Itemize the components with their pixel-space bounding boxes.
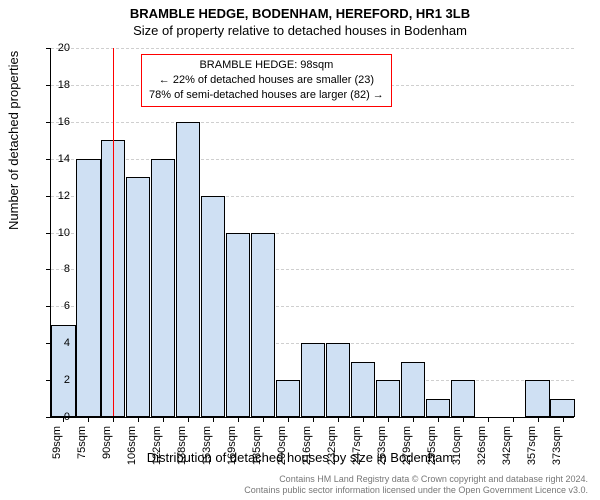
ytick-label: 12 bbox=[46, 190, 70, 202]
histogram-bar bbox=[401, 362, 425, 417]
xtick-mark bbox=[313, 417, 314, 422]
ytick-label: 16 bbox=[46, 116, 70, 128]
histogram-bar bbox=[276, 380, 300, 417]
histogram-bar bbox=[226, 233, 250, 418]
plot-area: 59sqm75sqm90sqm106sqm122sqm138sqm153sqm1… bbox=[50, 48, 574, 418]
gridline bbox=[51, 122, 574, 123]
annotation-line-3: 78% of semi-detached houses are larger (… bbox=[149, 88, 384, 103]
annotation-line-2: ← 22% of detached houses are smaller (23… bbox=[149, 73, 384, 88]
histogram-bar bbox=[326, 343, 350, 417]
xtick-mark bbox=[238, 417, 239, 422]
histogram-bar bbox=[525, 380, 549, 417]
ytick-label: 10 bbox=[46, 227, 70, 239]
xtick-mark bbox=[413, 417, 414, 422]
xtick-mark bbox=[113, 417, 114, 422]
histogram-bar bbox=[201, 196, 225, 417]
ytick-label: 18 bbox=[46, 79, 70, 91]
y-axis-label: Number of detached properties bbox=[6, 51, 21, 230]
ytick-label: 0 bbox=[46, 411, 70, 423]
ytick-label: 2 bbox=[46, 374, 70, 386]
annotation-box: BRAMBLE HEDGE: 98sqm← 22% of detached ho… bbox=[141, 54, 392, 107]
xtick-mark bbox=[388, 417, 389, 422]
xtick-mark bbox=[513, 417, 514, 422]
x-axis-label: Distribution of detached houses by size … bbox=[0, 450, 600, 465]
chart-title: BRAMBLE HEDGE, BODENHAM, HEREFORD, HR1 3… bbox=[0, 6, 600, 23]
histogram-bar bbox=[151, 159, 175, 417]
footer-line-2: Contains public sector information licen… bbox=[244, 485, 588, 495]
xtick-mark bbox=[563, 417, 564, 422]
gridline bbox=[51, 48, 574, 49]
xtick-mark bbox=[538, 417, 539, 422]
footer-line-1: Contains HM Land Registry data © Crown c… bbox=[279, 474, 588, 484]
xtick-mark bbox=[163, 417, 164, 422]
histogram-bar bbox=[376, 380, 400, 417]
ytick-label: 14 bbox=[46, 153, 70, 165]
histogram-bar bbox=[550, 399, 574, 417]
histogram-bar bbox=[126, 177, 150, 417]
xtick-mark bbox=[188, 417, 189, 422]
xtick-mark bbox=[213, 417, 214, 422]
histogram-bar bbox=[251, 233, 275, 418]
xtick-mark bbox=[138, 417, 139, 422]
xtick-mark bbox=[363, 417, 364, 422]
xtick-mark bbox=[463, 417, 464, 422]
histogram-bar bbox=[451, 380, 475, 417]
histogram-bar bbox=[351, 362, 375, 417]
ytick-label: 20 bbox=[46, 42, 70, 54]
xtick-mark bbox=[88, 417, 89, 422]
chart-area: 59sqm75sqm90sqm106sqm122sqm138sqm153sqm1… bbox=[50, 48, 574, 418]
title-block: BRAMBLE HEDGE, BODENHAM, HEREFORD, HR1 3… bbox=[0, 0, 600, 40]
histogram-bar bbox=[76, 159, 100, 417]
xtick-mark bbox=[488, 417, 489, 422]
histogram-bar bbox=[301, 343, 325, 417]
chart-subtitle: Size of property relative to detached ho… bbox=[0, 23, 600, 40]
ytick-label: 4 bbox=[46, 337, 70, 349]
xtick-mark bbox=[438, 417, 439, 422]
histogram-bar bbox=[176, 122, 200, 417]
xtick-mark bbox=[288, 417, 289, 422]
ytick-label: 6 bbox=[46, 300, 70, 312]
property-marker-line bbox=[113, 48, 114, 416]
xtick-mark bbox=[338, 417, 339, 422]
annotation-line-1: BRAMBLE HEDGE: 98sqm bbox=[149, 58, 384, 73]
xtick-mark bbox=[263, 417, 264, 422]
ytick-label: 8 bbox=[46, 263, 70, 275]
footer-attribution: Contains HM Land Registry data © Crown c… bbox=[0, 474, 588, 497]
histogram-bar bbox=[426, 399, 450, 417]
gridline bbox=[51, 159, 574, 160]
